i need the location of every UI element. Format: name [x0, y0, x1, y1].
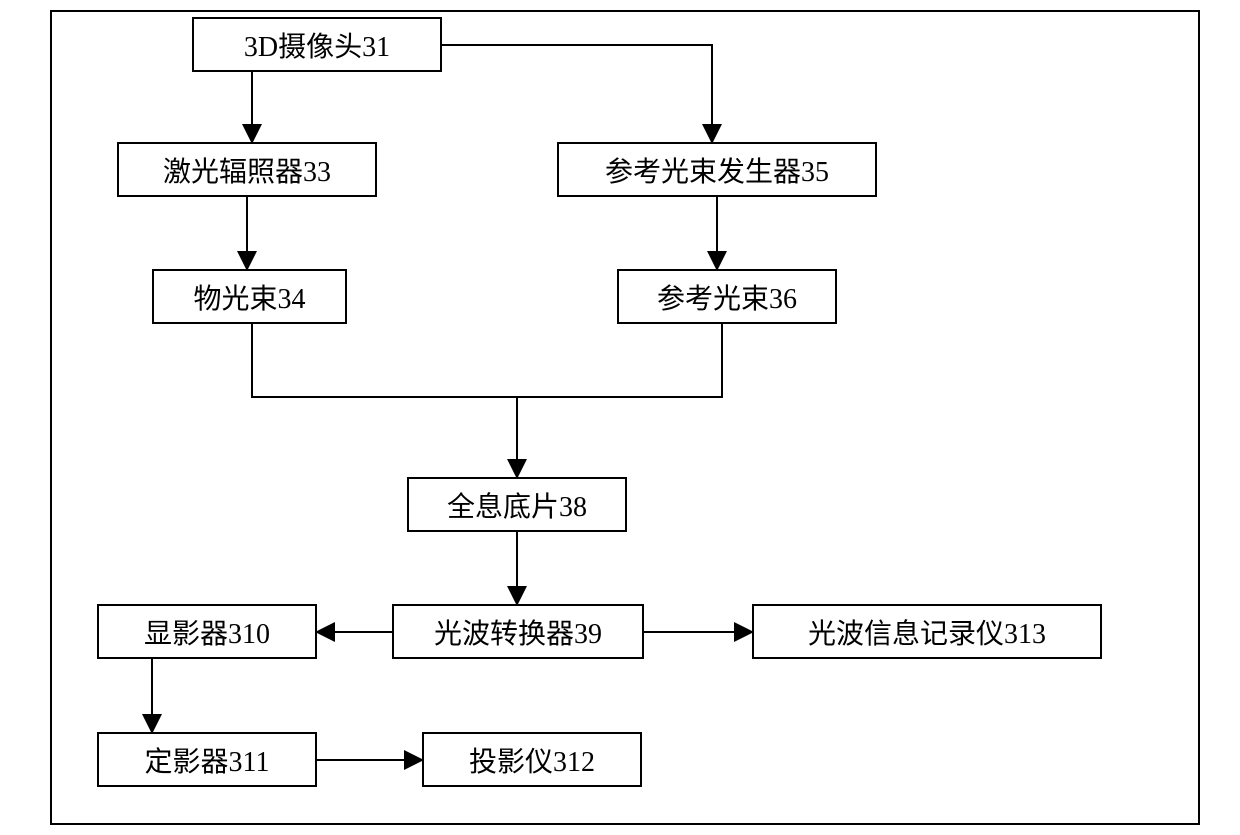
node-ref-generator: 参考光束发生器35 — [557, 142, 877, 197]
node-developer: 显影器310 — [97, 604, 317, 659]
node-camera: 3D摄像头31 — [192, 17, 442, 72]
node-object-beam: 物光束34 — [152, 269, 347, 324]
connector-layer — [52, 12, 1198, 823]
node-wave-converter: 光波转换器39 — [392, 604, 644, 659]
node-wave-recorder: 光波信息记录仪313 — [752, 604, 1102, 659]
node-ref-beam: 参考光束36 — [617, 269, 837, 324]
node-fixer: 定影器311 — [97, 732, 317, 787]
diagram-frame: 3D摄像头31 激光辐照器33 参考光束发生器35 物光束34 参考光束36 全… — [50, 10, 1200, 825]
node-projector: 投影仪312 — [422, 732, 642, 787]
node-laser: 激光辐照器33 — [117, 142, 377, 197]
node-holo-film: 全息底片38 — [407, 477, 627, 532]
